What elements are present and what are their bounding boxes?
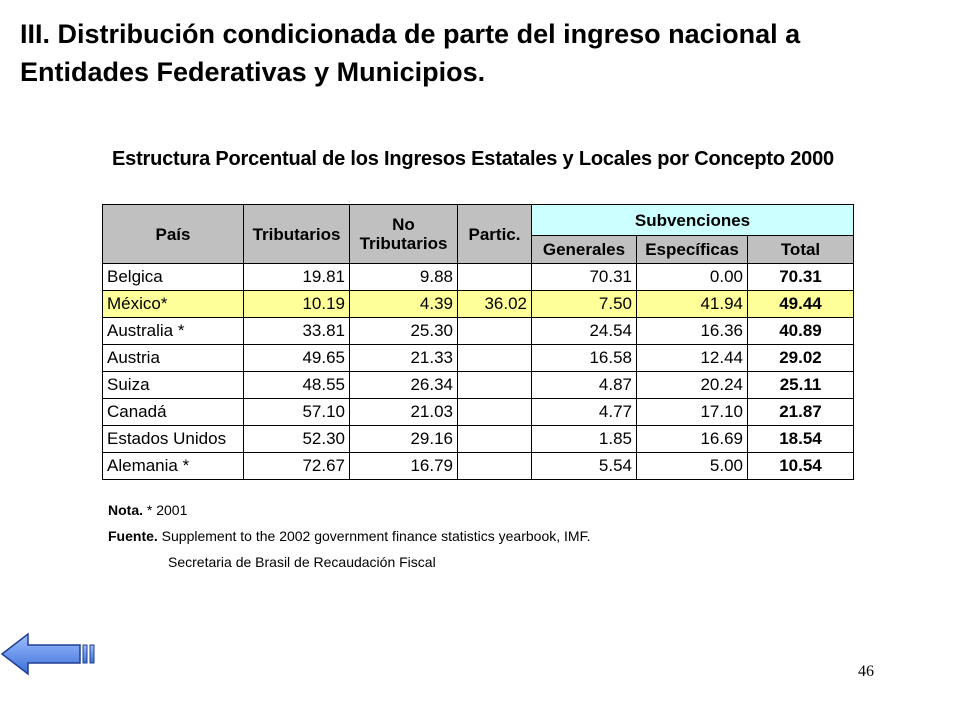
cell-especificas: 20.24 <box>636 371 748 399</box>
cell-no-tributarios: 25.30 <box>349 317 458 345</box>
cell-especificas: 5.00 <box>636 452 748 480</box>
data-table: País Tributarios No Tributarios Partic. … <box>102 204 854 480</box>
cell-total: 18.54 <box>747 425 854 453</box>
cell-pais: Australia * <box>102 317 244 345</box>
table-row: Australia * 33.81 25.30 24.54 16.36 40.8… <box>102 317 854 345</box>
table-row: Canadá 57.10 21.03 4.77 17.10 21.87 <box>102 398 854 426</box>
header-pais: País <box>102 204 244 264</box>
cell-total: 49.44 <box>747 290 854 318</box>
header-no-tributarios-line1: No <box>392 215 415 234</box>
cell-partic <box>457 317 532 345</box>
cell-generales: 1.85 <box>531 425 637 453</box>
cell-total: 10.54 <box>747 452 854 480</box>
table-row-highlighted: México* 10.19 4.39 36.02 7.50 41.94 49.4… <box>102 290 854 318</box>
table-row: Austria 49.65 21.33 16.58 12.44 29.02 <box>102 344 854 372</box>
cell-partic <box>457 371 532 399</box>
cell-tributarios: 10.19 <box>243 290 350 318</box>
cell-partic <box>457 344 532 372</box>
cell-tributarios: 19.81 <box>243 263 350 291</box>
table-row: Estados Unidos 52.30 29.16 1.85 16.69 18… <box>102 425 854 453</box>
table-notes: Nota. * 2001 Fuente. Supplement to the 2… <box>108 497 590 575</box>
cell-tributarios: 52.30 <box>243 425 350 453</box>
cell-total: 25.11 <box>747 371 854 399</box>
cell-tributarios: 57.10 <box>243 398 350 426</box>
page-number: 46 <box>858 663 874 680</box>
cell-partic <box>457 263 532 291</box>
slide-title: III. Distribución condicionada de parte … <box>20 19 801 87</box>
cell-tributarios: 48.55 <box>243 371 350 399</box>
cell-pais: Canadá <box>102 398 244 426</box>
cell-total: 29.02 <box>747 344 854 372</box>
cell-pais: México* <box>102 290 244 318</box>
fuente-line: Fuente. Supplement to the 2002 governmen… <box>108 523 590 549</box>
table-row: Belgica 19.81 9.88 70.31 0.00 70.31 <box>102 263 854 291</box>
cell-especificas: 0.00 <box>636 263 748 291</box>
fuente-text: Supplement to the 2002 government financ… <box>157 528 591 544</box>
cell-generales: 7.50 <box>531 290 637 318</box>
cell-tributarios: 49.65 <box>243 344 350 372</box>
cell-especificas: 16.36 <box>636 317 748 345</box>
header-partic: Partic. <box>457 204 532 264</box>
cell-partic <box>457 452 532 480</box>
cell-pais: Suiza <box>102 371 244 399</box>
cell-tributarios: 72.67 <box>243 452 350 480</box>
cell-generales: 70.31 <box>531 263 637 291</box>
fuente-line-2: Secretaria de Brasil de Recaudación Fisc… <box>168 554 436 570</box>
cell-total: 40.89 <box>747 317 854 345</box>
cell-especificas: 41.94 <box>636 290 748 318</box>
cell-partic: 36.02 <box>457 290 532 318</box>
cell-no-tributarios: 29.16 <box>349 425 458 453</box>
cell-pais: Alemania * <box>102 452 244 480</box>
nota-text: * 2001 <box>143 502 188 518</box>
header-tributarios: Tributarios <box>243 204 350 264</box>
cell-pais: Estados Unidos <box>102 425 244 453</box>
header-total: Total <box>747 235 854 264</box>
nota-line: Nota. * 2001 <box>108 497 590 523</box>
cell-partic <box>457 398 532 426</box>
cell-especificas: 17.10 <box>636 398 748 426</box>
cell-generales: 24.54 <box>531 317 637 345</box>
cell-no-tributarios: 9.88 <box>349 263 458 291</box>
cell-generales: 4.87 <box>531 371 637 399</box>
cell-no-tributarios: 4.39 <box>349 290 458 318</box>
nota-label: Nota. <box>108 502 143 518</box>
header-subvenciones: Subvenciones <box>531 204 854 236</box>
table-row: Alemania * 72.67 16.79 5.54 5.00 10.54 <box>102 452 854 480</box>
cell-tributarios: 33.81 <box>243 317 350 345</box>
back-arrow-icon <box>0 632 95 676</box>
cell-no-tributarios: 21.03 <box>349 398 458 426</box>
header-no-tributarios-line2: Tributarios <box>359 234 448 253</box>
cell-total: 21.87 <box>747 398 854 426</box>
cell-partic <box>457 425 532 453</box>
cell-no-tributarios: 21.33 <box>349 344 458 372</box>
cell-especificas: 12.44 <box>636 344 748 372</box>
cell-generales: 16.58 <box>531 344 637 372</box>
table-title: Estructura Porcentual de los Ingresos Es… <box>112 148 834 170</box>
header-especificas: Específicas <box>636 235 748 264</box>
back-button[interactable] <box>0 630 100 678</box>
cell-especificas: 16.69 <box>636 425 748 453</box>
fuente-label: Fuente. <box>108 528 158 544</box>
cell-pais: Belgica <box>102 263 244 291</box>
table-row: Suiza 48.55 26.34 4.87 20.24 25.11 <box>102 371 854 399</box>
cell-generales: 4.77 <box>531 398 637 426</box>
header-generales: Generales <box>531 235 637 264</box>
header-no-tributarios: No Tributarios <box>349 204 458 264</box>
cell-no-tributarios: 26.34 <box>349 371 458 399</box>
cell-no-tributarios: 16.79 <box>349 452 458 480</box>
cell-total: 70.31 <box>747 263 854 291</box>
cell-pais: Austria <box>102 344 244 372</box>
cell-generales: 5.54 <box>531 452 637 480</box>
